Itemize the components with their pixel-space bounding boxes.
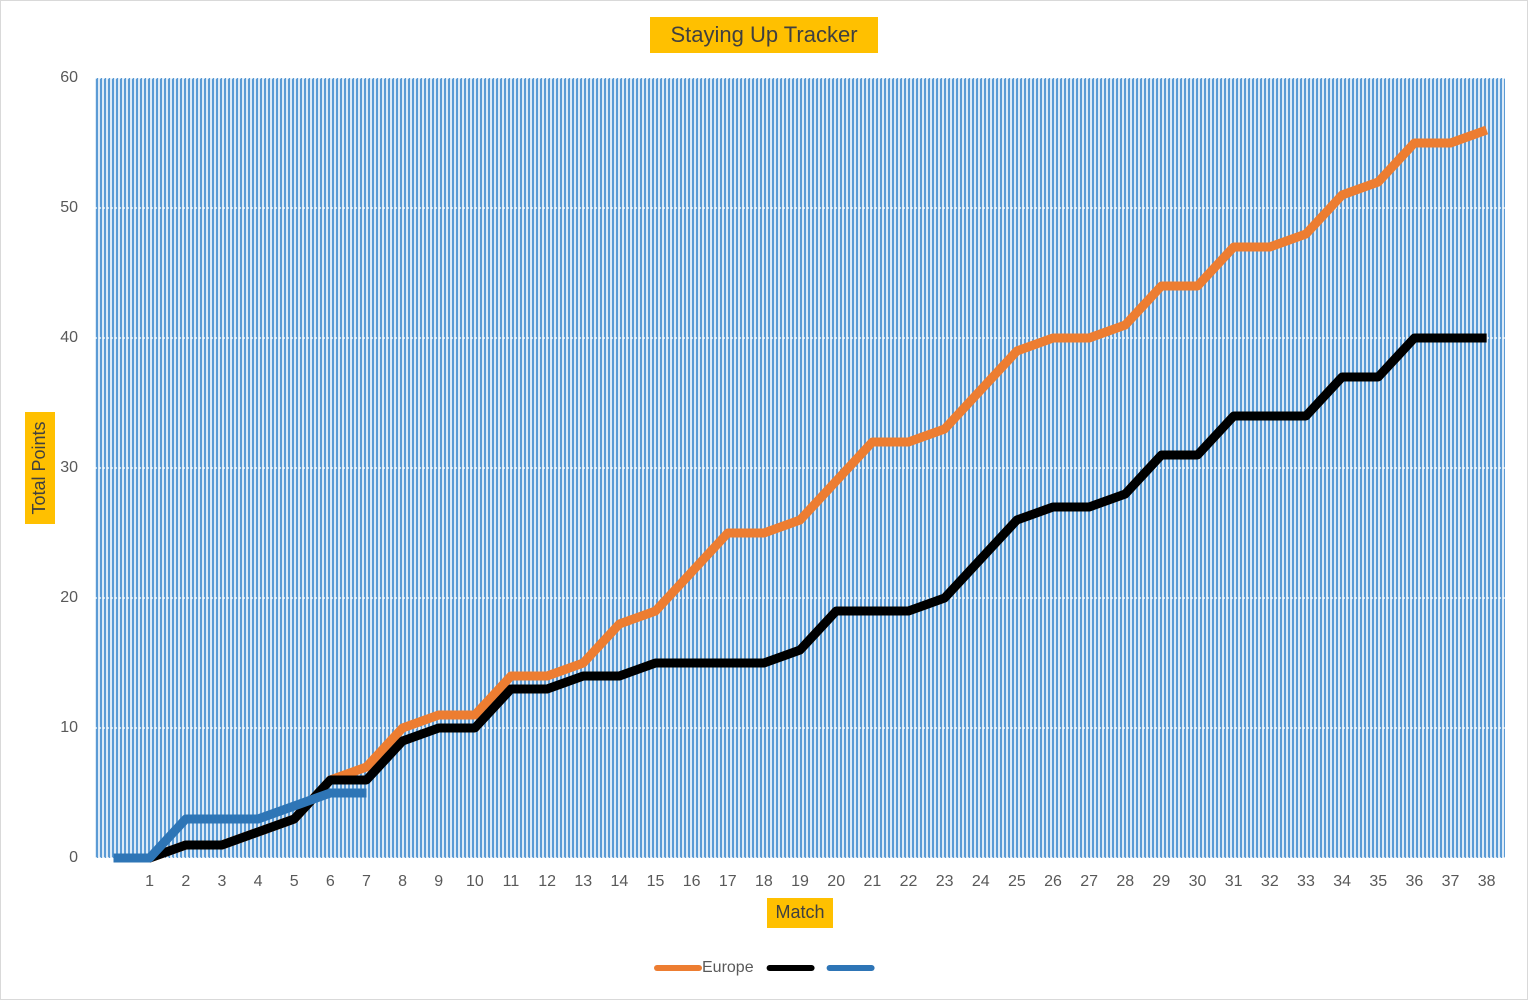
x-tick-label: 22 [900, 873, 918, 890]
x-tick-label: 30 [1189, 873, 1207, 890]
x-tick-label: 35 [1369, 873, 1387, 890]
x-tick-label: 5 [290, 873, 299, 890]
legend-label: Europe [702, 959, 754, 976]
x-tick-label: 19 [791, 873, 809, 890]
x-tick-label: 9 [434, 873, 443, 890]
y-tick-label: 30 [60, 459, 78, 476]
y-axis-title: Total Points [29, 421, 49, 514]
y-tick-label: 0 [69, 849, 78, 866]
y-title-box [25, 412, 55, 524]
x-tick-label: 37 [1442, 873, 1460, 890]
x-tick-label: 28 [1116, 873, 1134, 890]
y-tick-label: 40 [60, 329, 78, 346]
series-line [113, 788, 367, 863]
chart-title: Staying Up Tracker [670, 22, 857, 47]
x-tick-label: 8 [398, 873, 407, 890]
x-tick-label: 27 [1080, 873, 1098, 890]
x-tick-label: 34 [1333, 873, 1351, 890]
x-tick-label: 33 [1297, 873, 1315, 890]
x-tick-label: 10 [466, 873, 484, 890]
series-line [113, 333, 1487, 863]
x-tick-label: 26 [1044, 873, 1062, 890]
y-tick-label: 10 [60, 719, 78, 736]
x-tick-label: 21 [863, 873, 881, 890]
x-tick-label: 24 [972, 873, 990, 890]
x-tick-label: 11 [503, 873, 520, 890]
x-title-box [767, 898, 833, 928]
x-tick-label: 7 [362, 873, 371, 890]
x-tick-label: 36 [1405, 873, 1423, 890]
x-tick-label: 2 [181, 873, 190, 890]
x-tick-label: 29 [1153, 873, 1171, 890]
x-tick-label: 16 [683, 873, 701, 890]
x-tick-label: 20 [827, 873, 845, 890]
y-tick-label: 20 [60, 589, 78, 606]
x-tick-label: 31 [1225, 873, 1243, 890]
x-tick-label: 4 [254, 873, 263, 890]
x-tick-label: 1 [145, 873, 154, 890]
x-tick-label: 38 [1478, 873, 1496, 890]
y-tick-label: 60 [60, 69, 78, 86]
x-tick-label: 32 [1261, 873, 1279, 890]
y-tick-label: 50 [60, 199, 78, 216]
x-tick-label: 18 [755, 873, 773, 890]
x-tick-label: 25 [1008, 873, 1026, 890]
x-tick-label: 17 [719, 873, 737, 890]
x-tick-label: 3 [217, 873, 226, 890]
x-tick-label: 14 [610, 873, 628, 890]
x-axis-title: Match [775, 902, 824, 922]
x-tick-label: 12 [538, 873, 556, 890]
x-tick-label: 6 [326, 873, 335, 890]
x-tick-label: 15 [647, 873, 665, 890]
x-tick-label: 13 [574, 873, 592, 890]
x-tick-label: 23 [936, 873, 954, 890]
title-box [650, 17, 878, 53]
